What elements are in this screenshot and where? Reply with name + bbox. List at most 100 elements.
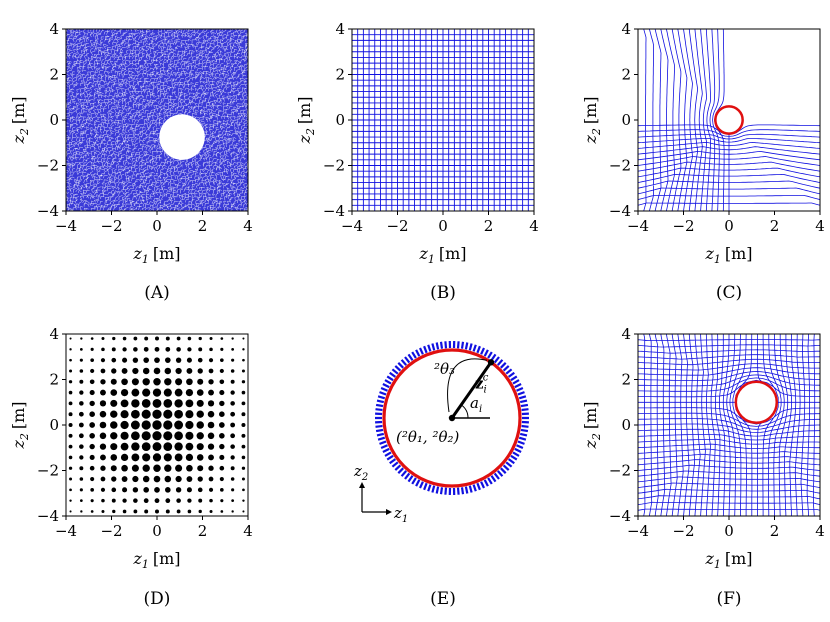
weight-dot: [174, 431, 183, 441]
weight-dot: [144, 509, 149, 514]
weight-dot: [154, 486, 160, 493]
weight-dot: [152, 420, 162, 430]
y-tick-label: 0: [621, 111, 631, 129]
weight-dot: [209, 509, 213, 513]
weight-dot: [186, 368, 193, 374]
weight-dot: [89, 443, 95, 450]
x-tick-label: −4: [627, 522, 649, 540]
weight-dot: [89, 411, 95, 418]
uniform-grid: [351, 28, 535, 212]
weight-dot: [231, 347, 235, 351]
weight-dot: [142, 367, 150, 375]
weight-dot: [231, 337, 234, 340]
panel-caption: (D): [144, 589, 171, 609]
weight-dot: [163, 409, 173, 419]
weight-dot: [111, 347, 116, 352]
x-axis-label: z1 [m]: [418, 244, 466, 266]
surface-point: [487, 359, 495, 366]
weight-dot: [133, 347, 138, 352]
weight-dot: [207, 400, 215, 407]
weight-dot: [219, 379, 225, 385]
weight-dot: [219, 400, 225, 407]
y-tick-label: −4: [609, 202, 631, 220]
weight-dot: [79, 455, 84, 460]
weight-dot: [152, 442, 162, 452]
weight-dot: [230, 390, 235, 395]
weight-dot: [241, 380, 246, 384]
weight-dot: [176, 336, 181, 341]
weight-dot: [154, 357, 160, 364]
weight-dot: [68, 390, 73, 395]
red-circle: [382, 348, 522, 488]
weight-dot: [101, 347, 105, 352]
y-axis-label: z2[m]: [581, 96, 603, 144]
x-axis-label: z1 [m]: [704, 244, 752, 266]
weight-dot: [219, 476, 224, 482]
grid-lines: [638, 334, 820, 516]
weight-dot: [110, 443, 118, 451]
weight-dot: [111, 357, 117, 363]
random-mesh: [66, 29, 248, 211]
x-tick-label: 0: [152, 217, 162, 235]
weight-dot: [175, 367, 182, 375]
weight-dot: [241, 477, 245, 481]
weight-dot: [120, 410, 129, 419]
weight-dot: [69, 337, 72, 340]
weight-dot: [152, 388, 162, 397]
y-tick-label: 0: [621, 416, 631, 434]
weight-dot: [219, 390, 225, 396]
y-tick-label: −4: [37, 507, 59, 525]
weight-dot: [241, 466, 246, 470]
weight-dot: [79, 488, 83, 492]
weight-dot: [110, 432, 118, 440]
axes-frame: [65, 333, 249, 517]
weight-dot: [110, 465, 117, 472]
weight-dot: [112, 509, 116, 514]
weight-dot: [220, 510, 224, 513]
y-axis-label: z2[m]: [9, 96, 31, 144]
weight-dot: [153, 464, 161, 472]
weight-dot: [110, 410, 118, 418]
grid-lines: [638, 29, 820, 211]
weight-dot: [78, 422, 84, 428]
x-tick-label: 4: [243, 217, 253, 235]
weight-dot: [241, 390, 246, 395]
weight-dot: [79, 390, 84, 395]
weight-dot: [186, 378, 193, 386]
weight-dot: [198, 498, 203, 503]
weight-dot: [79, 369, 84, 373]
weight-dot: [231, 499, 235, 503]
weight-dot: [132, 487, 139, 493]
x-tick-label: 4: [815, 522, 825, 540]
y-tick-label: 0: [49, 111, 59, 129]
weight-dot: [185, 431, 194, 440]
weight-dot: [208, 454, 214, 461]
weight-dot: [90, 488, 94, 492]
x-tick-label: 2: [198, 217, 208, 235]
y-tick-label: −4: [609, 507, 631, 525]
weight-dot: [100, 487, 106, 492]
weight-dot: [185, 399, 194, 408]
weight-dot: [89, 379, 95, 385]
weight-dot: [187, 498, 192, 503]
weight-dot: [121, 464, 128, 472]
weight-dot: [219, 454, 225, 460]
zi-label: zic: [475, 372, 489, 395]
weight-dot: [164, 367, 172, 375]
weight-dot: [164, 475, 172, 483]
z1-arrowhead: [386, 509, 392, 515]
y-tick-label: −2: [37, 157, 59, 175]
weight-dot: [112, 336, 116, 341]
y-tick-label: −4: [37, 202, 59, 220]
weight-dot: [241, 369, 245, 373]
y-tick-label: 4: [49, 325, 59, 343]
y-tick-label: −2: [609, 157, 631, 175]
weight-dot: [122, 347, 127, 352]
weight-dot: [90, 368, 95, 374]
weight-dot: [131, 431, 140, 441]
y-tick-label: −2: [609, 462, 631, 480]
weight-dot: [242, 499, 245, 502]
weight-dot: [163, 420, 173, 430]
weight-dot: [99, 400, 107, 407]
deformed-grid: [638, 334, 820, 516]
